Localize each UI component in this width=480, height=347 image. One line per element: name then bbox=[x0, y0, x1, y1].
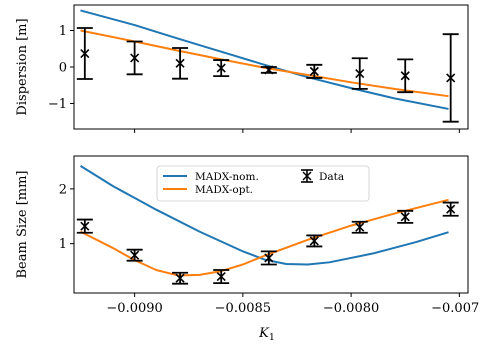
x-marker-stroke bbox=[130, 250, 140, 260]
plot-area bbox=[76, 165, 459, 285]
data-point bbox=[260, 65, 277, 75]
x-marker-stroke bbox=[216, 271, 226, 282]
x-marker-stroke bbox=[130, 53, 140, 63]
x-tick-label: −0.0085 bbox=[215, 301, 271, 316]
legend-label: MADX-nom. bbox=[195, 171, 259, 183]
x-tick-label: −0.0075 bbox=[431, 301, 480, 316]
bottom-panel-beam-size: −0.0090 −0.0085 −0.0080 −0.0075 1 2 Beam Size … bbox=[15, 155, 480, 343]
x-tick-label: −0.0080 bbox=[323, 301, 379, 316]
x-marker-stroke bbox=[400, 212, 410, 222]
legend-label: MADX-opt. bbox=[195, 184, 253, 196]
x-marker-stroke bbox=[80, 221, 90, 231]
x-marker-stroke bbox=[446, 73, 456, 83]
x-marker-stroke bbox=[264, 65, 274, 75]
data-point bbox=[76, 218, 93, 234]
x-tick-label: −0.0090 bbox=[106, 301, 162, 316]
data-point bbox=[213, 269, 230, 285]
x-axis-label: K1 bbox=[258, 326, 275, 343]
x-axis-label-main: K bbox=[258, 326, 270, 341]
top-panel-dispersion: −1 0 1 Dispersion [m] bbox=[15, 4, 469, 133]
data-point bbox=[306, 234, 323, 248]
x-marker-stroke bbox=[309, 236, 319, 246]
y-tick-label: 0 bbox=[59, 61, 67, 76]
data-point bbox=[213, 59, 230, 78]
x-marker-stroke bbox=[309, 66, 319, 76]
data-point bbox=[172, 47, 189, 80]
y-tick-label: −1 bbox=[48, 97, 67, 112]
madx-nom--line bbox=[79, 165, 449, 266]
data-point bbox=[351, 220, 368, 234]
x-marker-stroke bbox=[216, 63, 226, 73]
data-point bbox=[306, 63, 323, 79]
data-point bbox=[442, 33, 459, 123]
plot-area bbox=[76, 9, 459, 123]
data-point bbox=[126, 248, 143, 262]
x-marker-stroke bbox=[446, 204, 456, 214]
x-marker-stroke bbox=[264, 253, 274, 263]
data-point bbox=[442, 201, 459, 217]
series-1-line bbox=[80, 29, 449, 98]
legend-box bbox=[156, 165, 370, 202]
x-marker-stroke bbox=[355, 222, 365, 232]
data-point bbox=[126, 40, 143, 76]
data-point bbox=[397, 209, 414, 224]
series-0-line bbox=[80, 9, 449, 110]
legend-label: Data bbox=[319, 171, 344, 183]
y-axis-label: Dispersion [m] bbox=[15, 18, 30, 115]
y-axis-label: Beam Size [mm] bbox=[15, 171, 30, 279]
plot-frame bbox=[73, 155, 469, 294]
x-marker-stroke bbox=[400, 71, 410, 81]
y-tick-label: 2 bbox=[59, 182, 67, 197]
x-marker-stroke bbox=[80, 48, 90, 59]
data-point bbox=[172, 271, 189, 285]
legend: MADX-nom.MADX-opt. Data bbox=[156, 165, 370, 202]
x-marker-stroke bbox=[175, 273, 185, 283]
data-point bbox=[76, 27, 93, 80]
data-point bbox=[351, 57, 368, 90]
y-tick-label: 1 bbox=[59, 237, 67, 252]
data-point bbox=[260, 250, 277, 266]
x-marker-stroke bbox=[175, 58, 185, 68]
data-point bbox=[397, 58, 414, 94]
legend-x-marker bbox=[302, 171, 312, 181]
y-tick-label: 1 bbox=[59, 24, 67, 39]
x-axis-label-subscript: 1 bbox=[269, 332, 275, 343]
x-marker-stroke bbox=[355, 68, 365, 79]
